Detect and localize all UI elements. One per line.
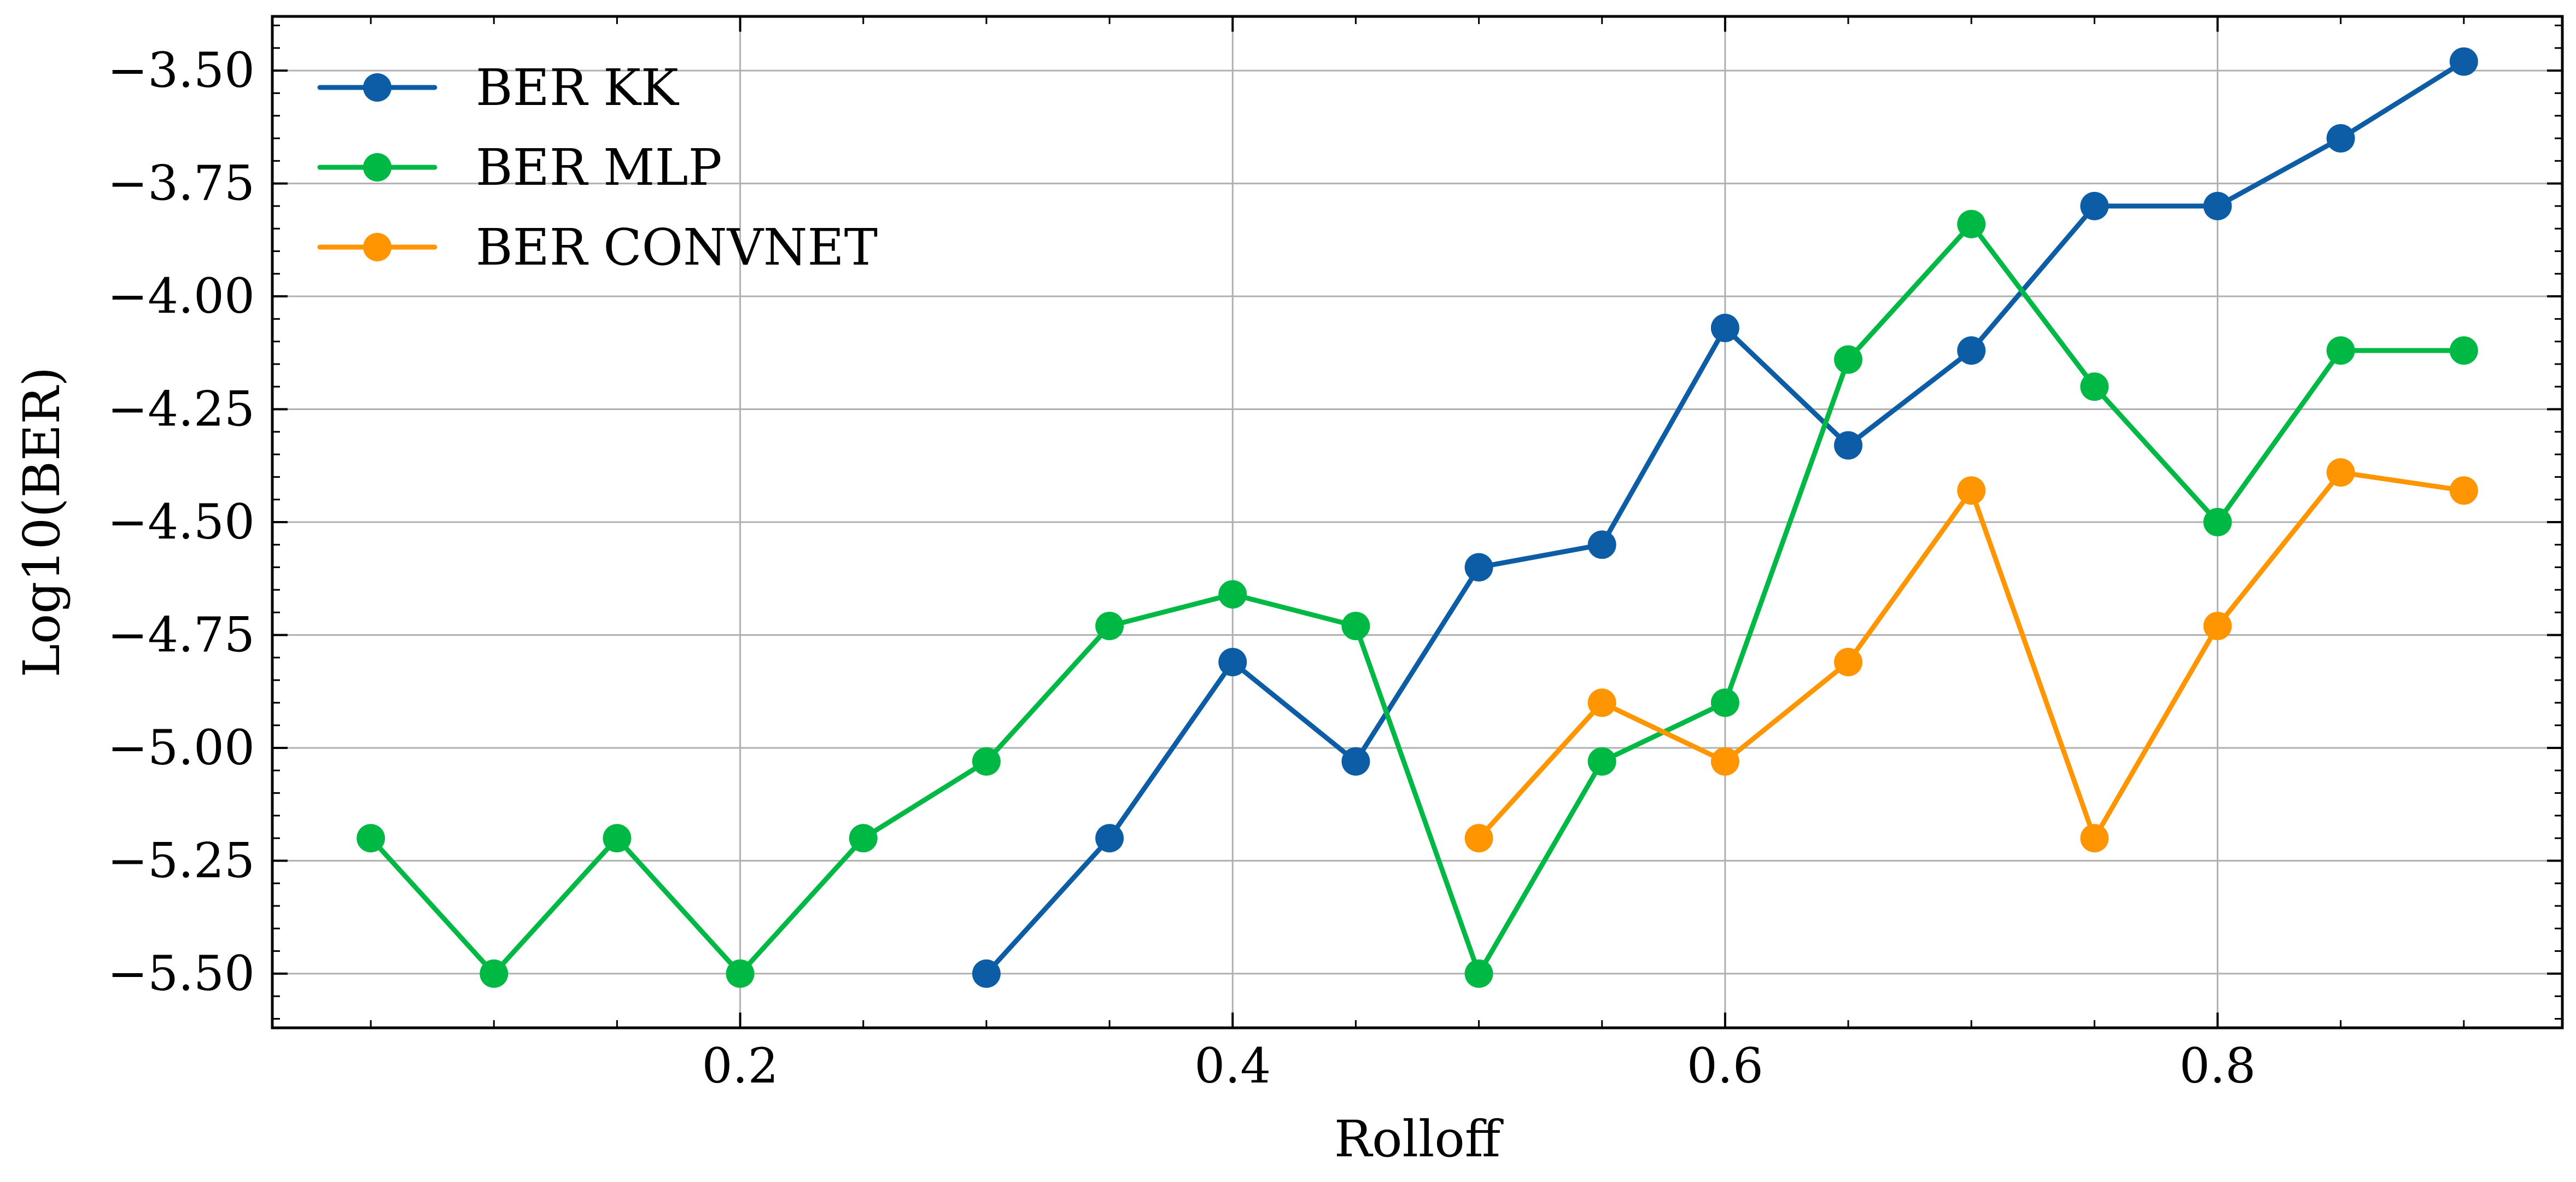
x-tick-label: 0.4 xyxy=(1194,1038,1271,1094)
plot-frame xyxy=(271,15,2564,1029)
data-point xyxy=(2203,191,2232,220)
legend-marker xyxy=(363,153,392,182)
data-point xyxy=(1464,553,1493,582)
data-point xyxy=(1834,345,1863,374)
data-point xyxy=(1710,313,1739,342)
data-point xyxy=(1957,336,1986,365)
data-point xyxy=(2203,508,2232,536)
data-point xyxy=(2449,336,2478,365)
x-tick-label: 0.8 xyxy=(2180,1038,2256,1094)
series-line xyxy=(1476,470,2467,841)
tick-labels: 0.2 0.4 0.6 0.8 −3.50 −3.75 −4.00 −4.25 −4.50 −4.… xyxy=(107,42,2256,1094)
y-axis-label: Log10(BER) xyxy=(13,367,71,677)
x-axis-label: Rolloff xyxy=(1334,1110,1504,1168)
legend: BER KK BER MLP BER CONVNET xyxy=(317,58,878,277)
data-point xyxy=(1587,688,1616,717)
y-tick-label: −5.25 xyxy=(107,832,255,888)
data-point xyxy=(2449,47,2478,76)
legend-item: BER MLP xyxy=(317,138,722,197)
data-point xyxy=(2326,336,2355,365)
data-point xyxy=(1095,611,1124,640)
data-point xyxy=(603,824,632,853)
data-point xyxy=(2449,476,2478,505)
data-point xyxy=(1464,959,1493,988)
legend-label: BER MLP xyxy=(476,138,722,197)
y-tick-label: −4.25 xyxy=(107,381,255,437)
y-tick-label: −3.75 xyxy=(107,155,255,212)
data-point xyxy=(2326,458,2355,487)
data-point xyxy=(2080,372,2109,401)
data-point xyxy=(972,959,1001,988)
legend-item: BER KK xyxy=(317,58,680,117)
data-point xyxy=(1710,747,1739,776)
data-point xyxy=(1834,431,1863,460)
series-group xyxy=(357,47,2478,988)
data-point xyxy=(480,959,509,988)
x-tick-label: 0.6 xyxy=(1687,1038,1763,1094)
data-point xyxy=(2080,191,2109,220)
y-tick-label: −4.00 xyxy=(107,268,255,324)
data-point xyxy=(849,824,878,853)
data-point xyxy=(1341,611,1370,640)
data-point xyxy=(1218,580,1247,609)
data-point xyxy=(1957,209,1986,238)
data-point xyxy=(1587,747,1616,776)
data-point xyxy=(2326,124,2355,153)
y-tick-label: −4.75 xyxy=(107,606,255,663)
y-tick-label: −3.50 xyxy=(107,42,255,98)
grid xyxy=(272,16,2562,1028)
data-point xyxy=(2080,824,2109,853)
data-point xyxy=(1834,648,1863,677)
y-tick-label: −4.50 xyxy=(107,494,255,550)
data-point xyxy=(1957,476,1986,505)
legend-marker xyxy=(363,233,392,261)
data-point xyxy=(1341,747,1370,776)
series-ber-kk xyxy=(972,47,2478,988)
data-point xyxy=(1095,824,1124,853)
x-tick-label: 0.2 xyxy=(702,1038,779,1094)
data-point xyxy=(357,824,385,853)
data-point xyxy=(1218,648,1247,677)
data-point xyxy=(1587,530,1616,559)
data-point xyxy=(1710,688,1739,717)
legend-marker xyxy=(363,73,392,102)
y-tick-label: −5.50 xyxy=(107,945,255,1002)
series-line xyxy=(368,221,2467,976)
legend-label: BER CONVNET xyxy=(476,218,878,277)
data-point xyxy=(2203,611,2232,640)
y-tick-label: −5.00 xyxy=(107,719,255,776)
series-ber-convnet xyxy=(1464,458,2478,853)
data-point xyxy=(972,747,1001,776)
data-point xyxy=(1464,824,1493,853)
legend-item: BER CONVNET xyxy=(317,218,878,277)
series-ber-mlp xyxy=(357,209,2478,988)
legend-label: BER KK xyxy=(476,58,680,117)
data-point xyxy=(726,959,755,988)
